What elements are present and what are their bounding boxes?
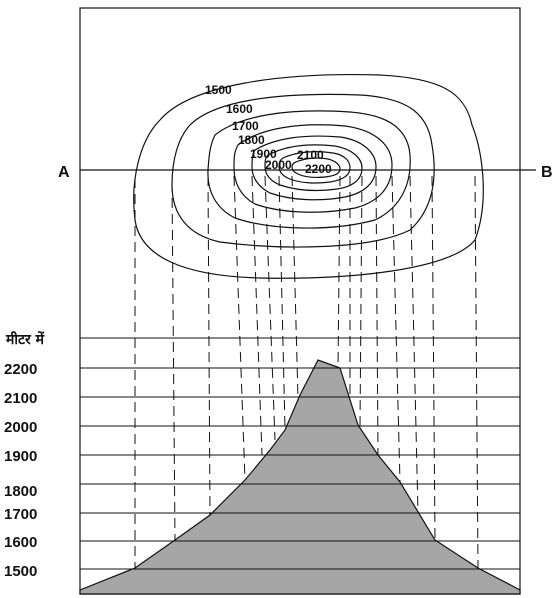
axis-ticks: 2200 2100 2000 1900 1800 1700 1600 1500 — [4, 361, 37, 580]
tick-1500: 1500 — [4, 563, 37, 580]
contour-2100 — [278, 151, 351, 184]
profile-fill — [79, 359, 521, 595]
tick-1900: 1900 — [4, 448, 37, 465]
contour-2200 — [291, 157, 341, 178]
tick-2100: 2100 — [4, 390, 37, 407]
tick-1800: 1800 — [4, 483, 37, 500]
point-b-label: B — [541, 164, 553, 181]
contour-label-1700: 1700 — [232, 119, 259, 133]
contour-label-2000: 2000 — [265, 158, 292, 172]
elevation-lines — [80, 337, 520, 570]
contour-labels: 1500 1600 1700 1800 1900 2000 2100 2200 — [205, 83, 332, 176]
point-a-label: A — [58, 164, 70, 181]
tick-2200: 2200 — [4, 361, 37, 378]
contour-label-2200: 2200 — [305, 162, 332, 176]
contour-1500 — [133, 74, 484, 279]
contour-label-1800: 1800 — [238, 133, 265, 147]
tick-1700: 1700 — [4, 506, 37, 523]
contour-1900 — [251, 135, 377, 201]
contour-1600 — [171, 93, 435, 248]
contour-label-1500: 1500 — [205, 83, 232, 97]
axis-unit-label: मीटर में — [5, 331, 45, 348]
contour-2000 — [264, 144, 363, 191]
projection-lines — [134, 175, 479, 569]
tick-1600: 1600 — [4, 534, 37, 551]
contour-label-2100: 2100 — [297, 148, 324, 162]
contour-label-1600: 1600 — [226, 102, 253, 116]
tick-2000: 2000 — [4, 419, 37, 436]
contour-label-1900: 1900 — [250, 147, 277, 161]
contour-lines — [133, 74, 484, 279]
